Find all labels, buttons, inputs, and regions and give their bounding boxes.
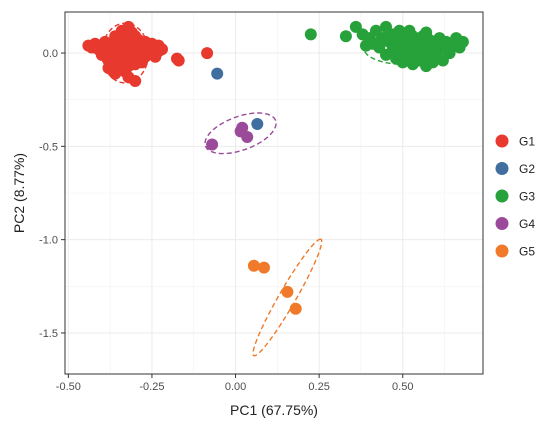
point-g3 — [420, 26, 433, 39]
point-g1 — [129, 75, 142, 87]
legend: G1 G2 G3 G4 G5 — [495, 134, 535, 259]
point-g3 — [383, 30, 396, 43]
x-tick-label: -0.25 — [139, 381, 164, 393]
axes: -0.50 -0.25 0.00 0.25 0.50 0.0 -0.5 -1.0 -1.5 — [39, 48, 413, 393]
x-axis-label: PC1 (67.75%) — [230, 402, 318, 418]
legend-label-g4: G4 — [519, 217, 535, 231]
point-g2 — [251, 118, 264, 130]
point-g3 — [304, 28, 317, 41]
x-tick-label: 0.25 — [308, 381, 329, 393]
point-g3 — [339, 30, 352, 43]
point-g3 — [456, 35, 469, 48]
grid-lines — [65, 12, 483, 374]
point-g1 — [156, 43, 168, 56]
point-g3 — [360, 39, 372, 52]
x-tick-label: 0.50 — [392, 381, 413, 393]
point-g1 — [135, 41, 148, 54]
ellipse-g4 — [204, 112, 277, 155]
point-g1 — [102, 62, 115, 74]
point-g4 — [241, 131, 254, 143]
point-g5 — [289, 302, 302, 315]
point-g3 — [416, 41, 429, 54]
legend-key-g4 — [495, 217, 509, 230]
point-g4 — [206, 138, 219, 151]
legend-label-g3: G3 — [519, 190, 535, 204]
point-g1 — [172, 54, 185, 67]
point-g5 — [247, 259, 260, 272]
point-g3 — [440, 43, 453, 56]
legend-label-g2: G2 — [519, 162, 535, 176]
x-tick-label: 0.00 — [225, 381, 246, 393]
point-g1 — [119, 47, 132, 60]
legend-label-g5: G5 — [519, 245, 535, 259]
y-axis-label: PC2 (8.77%) — [11, 153, 27, 233]
y-tick-label: -0.5 — [39, 141, 58, 153]
point-g5 — [258, 261, 270, 274]
point-g3 — [426, 35, 439, 48]
x-tick-label: -0.50 — [56, 381, 81, 393]
point-g2 — [211, 67, 224, 80]
legend-label-g1: G1 — [519, 135, 535, 149]
y-tick-label: 0.0 — [43, 48, 58, 60]
point-g3 — [406, 37, 419, 50]
plot-area — [64, 11, 484, 375]
legend-key-g1 — [495, 134, 509, 148]
y-tick-label: -1.0 — [39, 235, 58, 247]
point-g3 — [403, 24, 416, 37]
data-points — [82, 20, 469, 315]
plot-border — [64, 11, 484, 375]
point-g3 — [396, 43, 409, 56]
point-g4 — [236, 121, 249, 134]
legend-key-g2 — [495, 162, 509, 175]
point-g1 — [201, 47, 214, 60]
legend-key-g3 — [495, 189, 509, 203]
ellipse-g5 — [252, 238, 323, 357]
point-g5 — [281, 285, 294, 298]
legend-key-g5 — [495, 244, 509, 258]
y-tick-label: -1.5 — [39, 328, 58, 340]
point-g3 — [373, 35, 386, 48]
